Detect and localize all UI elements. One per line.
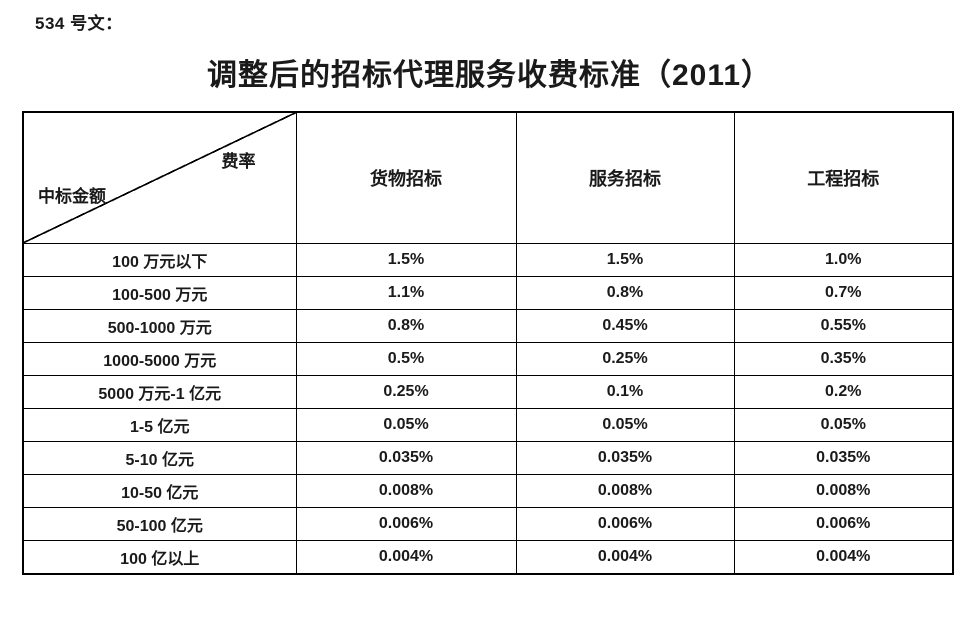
works-rate-cell: 0.008%	[733, 474, 954, 508]
doc-number-label: 534 号文：	[35, 14, 123, 33]
goods-rate-cell: 0.5%	[295, 342, 517, 376]
table-header-row: 费率 中标金额 货物招标 服务招标 工程招标	[22, 111, 954, 244]
table-row: 1-5 亿元 0.05% 0.05% 0.05%	[22, 408, 954, 442]
amount-range-cell: 5-10 亿元	[22, 441, 297, 475]
table-row: 5-10 亿元 0.035% 0.035% 0.035%	[22, 441, 954, 475]
corner-label-rate: 费率	[221, 152, 256, 171]
table-row: 50-100 亿元 0.006% 0.006% 0.006%	[22, 507, 954, 541]
page-title: 调整后的招标代理服务收费标准（2011）	[206, 59, 773, 92]
works-rate-cell: 0.2%	[733, 375, 954, 409]
works-rate-cell: 0.035%	[733, 441, 954, 475]
amount-range-cell: 5000 万元-1 亿元	[22, 375, 297, 409]
table-row: 10-50 亿元 0.008% 0.008% 0.008%	[22, 474, 954, 508]
works-rate-cell: 0.7%	[733, 276, 954, 310]
col-header-works: 工程招标	[733, 111, 954, 244]
goods-rate-cell: 0.05%	[295, 408, 517, 442]
works-rate-cell: 0.55%	[733, 309, 954, 343]
goods-rate-cell: 1.1%	[295, 276, 517, 310]
goods-rate-cell: 0.004%	[295, 540, 517, 575]
table-row: 500-1000 万元 0.8% 0.45% 0.55%	[22, 309, 954, 343]
service-rate-cell: 0.05%	[515, 408, 735, 442]
table-row: 100 万元以下 1.5% 1.5% 1.0%	[22, 243, 954, 277]
works-rate-cell: 0.35%	[733, 342, 954, 376]
goods-rate-cell: 0.035%	[295, 441, 517, 475]
works-rate-cell: 1.0%	[733, 243, 954, 277]
amount-range-cell: 100 亿以上	[22, 540, 297, 575]
works-rate-cell: 0.05%	[733, 408, 954, 442]
service-rate-cell: 0.45%	[515, 309, 735, 343]
service-rate-cell: 0.004%	[515, 540, 735, 575]
service-rate-cell: 0.008%	[515, 474, 735, 508]
table-row: 100 亿以上 0.004% 0.004% 0.004%	[22, 540, 954, 575]
service-rate-cell: 0.25%	[515, 342, 735, 376]
amount-range-cell: 100 万元以下	[22, 243, 297, 277]
goods-rate-cell: 1.5%	[295, 243, 517, 277]
diagonal-corner-cell: 费率 中标金额	[22, 111, 297, 244]
service-rate-cell: 0.006%	[515, 507, 735, 541]
service-rate-cell: 1.5%	[515, 243, 735, 277]
fee-rate-table: 费率 中标金额 货物招标 服务招标 工程招标 100 万元以下 1.5% 1.5…	[22, 111, 954, 575]
amount-range-cell: 10-50 亿元	[22, 474, 297, 508]
amount-range-cell: 1000-5000 万元	[22, 342, 297, 376]
table-row: 1000-5000 万元 0.5% 0.25% 0.35%	[22, 342, 954, 376]
amount-range-cell: 50-100 亿元	[22, 507, 297, 541]
goods-rate-cell: 0.006%	[295, 507, 517, 541]
works-rate-cell: 0.006%	[733, 507, 954, 541]
amount-range-cell: 500-1000 万元	[22, 309, 297, 343]
works-rate-cell: 0.004%	[733, 540, 954, 575]
col-header-goods: 货物招标	[295, 111, 517, 244]
goods-rate-cell: 0.8%	[295, 309, 517, 343]
amount-range-cell: 100-500 万元	[22, 276, 297, 310]
table-row: 100-500 万元 1.1% 0.8% 0.7%	[22, 276, 954, 310]
service-rate-cell: 0.035%	[515, 441, 735, 475]
table-row: 5000 万元-1 亿元 0.25% 0.1% 0.2%	[22, 375, 954, 409]
col-header-service: 服务招标	[515, 111, 735, 244]
service-rate-cell: 0.8%	[515, 276, 735, 310]
goods-rate-cell: 0.25%	[295, 375, 517, 409]
goods-rate-cell: 0.008%	[295, 474, 517, 508]
amount-range-cell: 1-5 亿元	[22, 408, 297, 442]
corner-label-amount: 中标金额	[38, 187, 106, 206]
service-rate-cell: 0.1%	[515, 375, 735, 409]
